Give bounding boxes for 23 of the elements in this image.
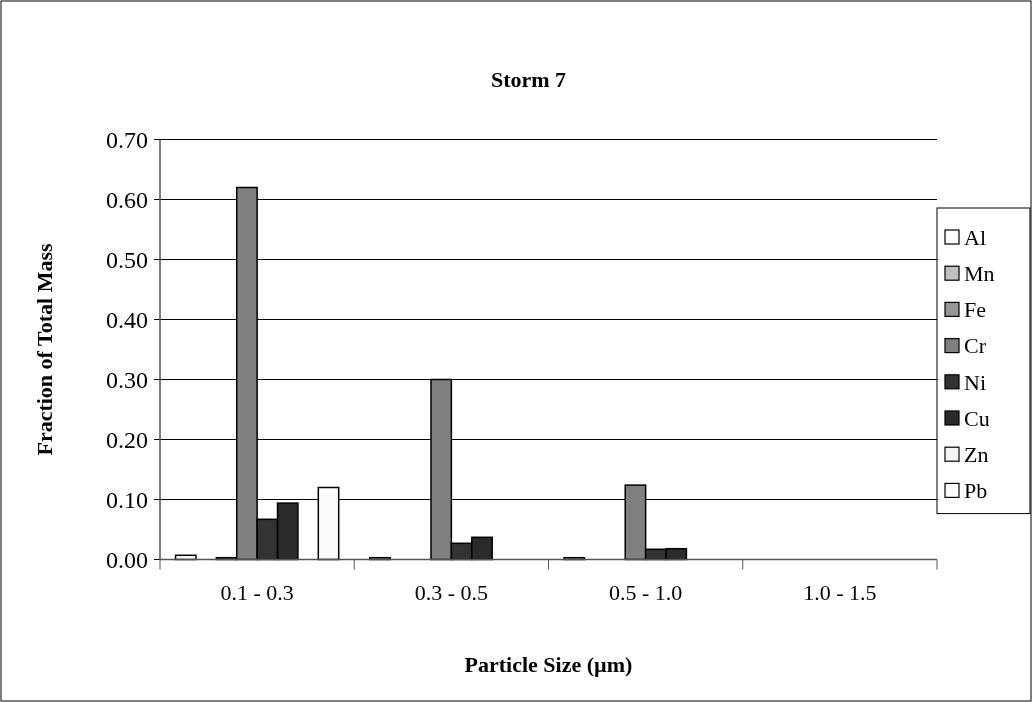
legend-label: Ni (964, 369, 986, 395)
y-tick-label: 0.70 (106, 126, 148, 153)
y-tick-label: 0.00 (106, 546, 148, 573)
y-tick-label: 0.60 (106, 186, 148, 213)
legend-label: Fe (964, 297, 986, 323)
chart-title: Storm 7 (490, 67, 567, 92)
y-tick-label: 0.20 (106, 426, 148, 453)
legend-label: Al (964, 224, 986, 250)
y-tick-label: 0.30 (106, 366, 148, 393)
y-tick-label: 0.10 (106, 486, 148, 513)
x-tick-label: 1.0 - 1.5 (803, 579, 877, 605)
legend-label: Cr (964, 333, 987, 359)
x-tick-label: 0.1 - 0.3 (220, 579, 294, 605)
x-tick-label: 0.5 - 1.0 (608, 579, 683, 605)
x-axis-title: Particle Size (µm) (464, 652, 633, 677)
y-axis-title: Fraction of Total Mass (32, 243, 57, 456)
legend-label: Zn (964, 441, 989, 467)
legend-label: Pb (964, 478, 988, 504)
legend-label: Mn (964, 260, 995, 286)
y-tick-label: 0.50 (106, 246, 148, 273)
legend-label: Cu (964, 405, 990, 431)
y-tick-label: 0.40 (106, 306, 148, 333)
x-tick-label: 0.3 - 0.5 (414, 579, 489, 605)
